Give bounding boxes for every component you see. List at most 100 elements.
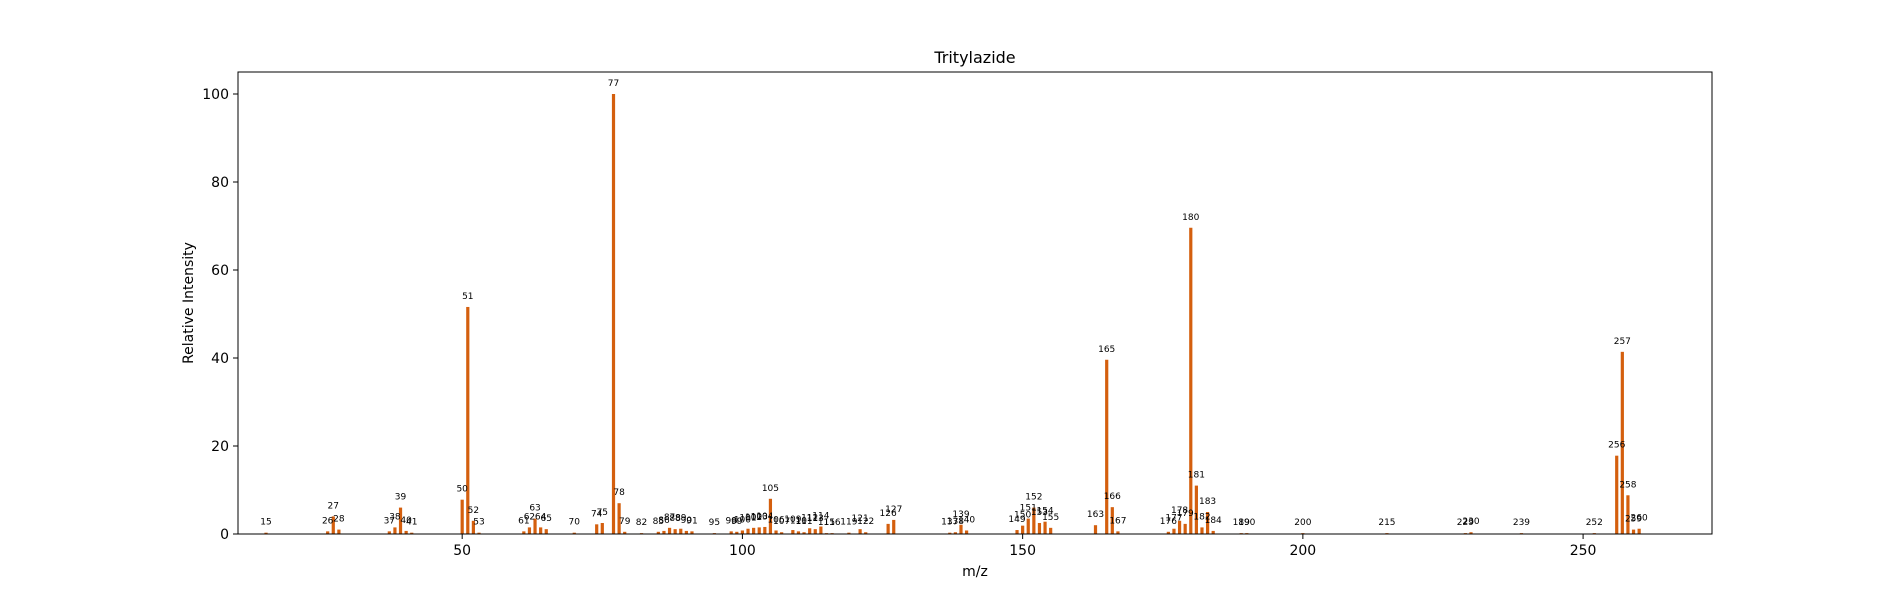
bar-28	[337, 529, 341, 534]
bar-label-165: 165	[1098, 345, 1115, 355]
bar-15	[264, 532, 268, 534]
bar-100	[740, 530, 745, 534]
bar-179	[1183, 523, 1187, 534]
bar-230	[1469, 532, 1473, 534]
bar-105	[768, 498, 773, 534]
bar-label-252: 252	[1586, 518, 1603, 528]
bar-label-183: 183	[1199, 497, 1216, 507]
bar-label-190: 190	[1238, 518, 1255, 528]
bar-label-82: 82	[636, 518, 647, 528]
bar-label-106: 106	[767, 515, 784, 525]
bar-167	[1116, 531, 1120, 534]
bar-label-180: 180	[1182, 213, 1199, 223]
bar-label-200: 200	[1294, 518, 1311, 528]
bar-121	[858, 529, 862, 534]
bar-label-62: 62	[524, 512, 535, 522]
bar-166	[1110, 507, 1114, 534]
bar-label-88: 88	[669, 514, 681, 524]
bar-label-181: 181	[1188, 471, 1205, 481]
bar-label-100: 100	[734, 515, 751, 525]
bar-label-151: 151	[1020, 504, 1037, 514]
bar-label-101: 101	[739, 514, 756, 524]
bar-label-91: 91	[686, 516, 697, 526]
bar-53	[477, 532, 481, 534]
bar-label-177: 177	[1165, 514, 1182, 524]
bar-label-154: 154	[1036, 507, 1053, 517]
bar-77	[611, 94, 616, 534]
bar-label-127: 127	[885, 505, 902, 515]
bar-label-40: 40	[400, 516, 412, 526]
bar-51	[466, 306, 470, 534]
bar-label-113: 113	[807, 514, 824, 524]
bar-176	[1166, 531, 1170, 534]
bar-149	[1015, 530, 1019, 534]
bar-107	[780, 532, 784, 534]
y-tick-label-0: 0	[220, 527, 229, 543]
bar-label-38: 38	[389, 512, 401, 522]
bar-label-111: 111	[795, 517, 812, 527]
bar-78	[617, 503, 621, 534]
bar-38	[393, 527, 397, 534]
bar-153	[1037, 523, 1042, 534]
bar-103	[757, 527, 761, 534]
bar-label-37: 37	[384, 516, 395, 526]
bar-label-74: 74	[591, 509, 603, 519]
bar-126	[886, 523, 890, 534]
bar-182	[1200, 527, 1204, 534]
x-axis-label: m/z	[962, 564, 988, 580]
bar-label-53: 53	[473, 518, 484, 528]
bar-90	[684, 530, 688, 534]
bar-label-182: 182	[1193, 512, 1210, 522]
bar-70	[572, 532, 576, 534]
bar-label-239: 239	[1513, 518, 1530, 528]
bar-label-15: 15	[260, 518, 271, 528]
bar-111	[802, 532, 806, 534]
bars-group	[264, 94, 1641, 534]
bar-label-259: 259	[1625, 515, 1642, 525]
bar-152	[1032, 507, 1036, 534]
y-axis-label: Relative Intensity	[181, 242, 197, 364]
bar-180	[1189, 227, 1193, 534]
bar-label-256: 256	[1608, 441, 1625, 451]
bar-label-115: 115	[818, 518, 835, 528]
y-tick-label-60: 60	[211, 263, 229, 279]
bar-112	[808, 528, 812, 534]
bar-label-114: 114	[812, 512, 829, 522]
x-tick-label-150: 150	[1009, 543, 1036, 559]
bar-181	[1194, 485, 1198, 534]
bar-50	[460, 499, 464, 534]
bar-260	[1637, 528, 1641, 534]
bar-label-189: 189	[1233, 518, 1250, 528]
bar-label-89: 89	[675, 514, 687, 524]
bar-65	[544, 529, 548, 534]
bar-label-102: 102	[745, 513, 762, 523]
bar-139	[959, 524, 963, 534]
bar-109	[791, 530, 795, 534]
bar-label-41: 41	[406, 518, 417, 528]
bar-label-152: 152	[1025, 493, 1042, 503]
bar-label-139: 139	[952, 510, 969, 520]
bar-88	[673, 529, 677, 534]
bar-102	[752, 527, 756, 534]
bar-154	[1043, 521, 1047, 534]
bar-label-121: 121	[852, 514, 869, 524]
bar-label-95: 95	[709, 518, 720, 528]
bar-label-184: 184	[1205, 516, 1222, 526]
bar-label-178: 178	[1171, 506, 1188, 516]
bar-101	[746, 528, 750, 534]
bar-91	[690, 531, 694, 534]
bar-label-26: 26	[322, 516, 334, 526]
bar-label-116: 116	[823, 518, 840, 528]
bar-114	[819, 526, 823, 534]
x-tick-label-250: 250	[1570, 543, 1597, 559]
bar-79	[623, 531, 627, 534]
bar-85	[656, 531, 660, 534]
bar-256	[1615, 455, 1619, 534]
bar-label-179: 179	[1177, 509, 1194, 519]
bar-label-85: 85	[653, 517, 664, 527]
bar-label-167: 167	[1109, 516, 1126, 526]
bar-label-79: 79	[619, 517, 631, 527]
bar-label-28: 28	[333, 515, 345, 525]
